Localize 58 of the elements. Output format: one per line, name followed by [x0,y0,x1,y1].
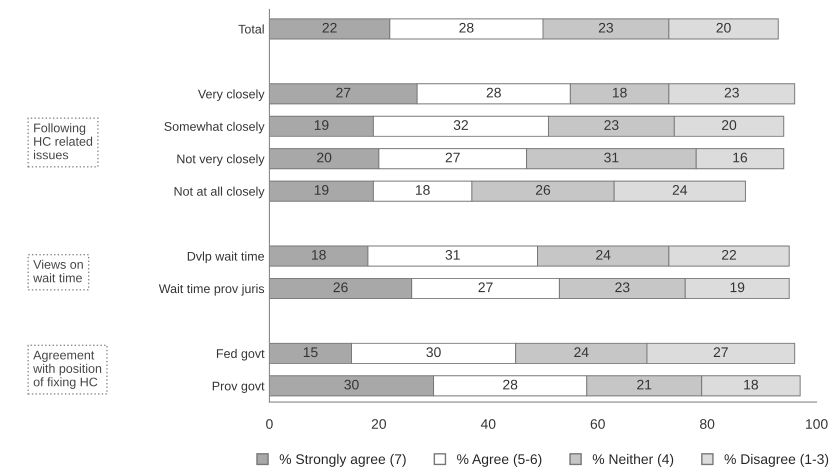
data-label: 31 [446,250,460,260]
data-label: 24 [672,185,688,195]
data-label: 20 [317,152,332,162]
data-label: 27 [478,282,493,292]
data-label: 18 [416,185,430,195]
data-label: 23 [615,282,630,292]
data-label: 28 [503,380,518,390]
data-label: 26 [536,185,550,195]
data-label: 23 [604,120,618,130]
legend-label: % Agree (5-6) [457,454,542,467]
data-label: 18 [744,380,758,390]
data-label: 22 [322,22,337,33]
data-label: 28 [459,22,474,33]
data-label: 20 [722,120,736,130]
data-label: 16 [733,152,748,162]
y-tick-label: Total [238,24,264,34]
data-label: 19 [314,120,328,130]
legend-label: % Strongly agree (7) [280,454,406,467]
x-tick-label: 60 [590,419,605,429]
data-label: 23 [724,88,739,98]
data-label: 28 [486,88,501,98]
y-tick-label: Prov govt [212,382,264,393]
data-label: 20 [716,22,731,33]
data-label: 22 [722,250,736,260]
x-tick-label: 20 [372,419,386,429]
data-label: 24 [574,347,589,357]
data-label: 18 [312,250,326,260]
y-tick-label: Wait time prov juris [158,284,264,296]
data-label: 19 [730,282,744,292]
data-label: 30 [344,380,359,390]
legend-label: % Neither (4) [592,454,674,467]
y-tick-label: Somewhat closely [164,122,265,134]
data-label: 27 [446,152,460,162]
y-tick-label: Not at all closely [174,186,265,198]
data-label: 21 [637,380,652,390]
x-tick-label: 100 [806,419,828,429]
data-label: 30 [426,347,441,358]
legend-label: % Disagree (1-3) [724,454,828,467]
x-tick-label: 40 [480,419,496,429]
data-label: 19 [314,185,328,195]
data-label: 27 [714,347,728,357]
data-label: 26 [334,282,348,292]
data-label: 18 [612,88,627,98]
data-label: 32 [454,120,468,130]
text: Agreement with position of fixing HC [33,350,102,389]
data-label: 27 [336,88,350,98]
y-tick-label: Not very closely [177,154,265,166]
text: Following HC related issues [34,123,92,160]
x-tick-label: 0 [266,419,273,429]
data-label: 24 [596,250,610,260]
data-label: 15 [304,347,318,358]
data-label: 23 [598,22,614,33]
y-tick-label: Dvlp wait time [188,252,264,264]
y-tick-label: Very closely [198,89,265,101]
x-tick-label: 80 [700,419,714,429]
data-label: 31 [604,152,618,162]
text: Views on wait time [33,260,83,282]
y-tick-label: Fed govt [216,348,264,361]
